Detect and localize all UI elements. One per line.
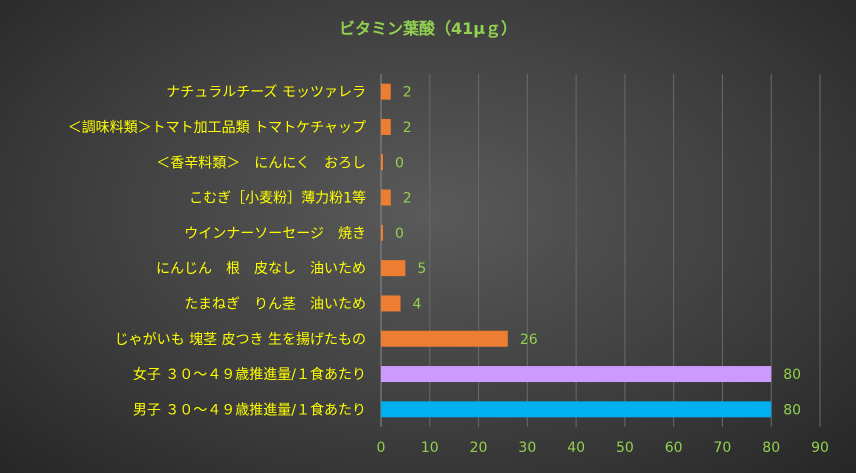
data-label: 5 (417, 261, 426, 277)
category-label: 女子 ３０～４９歳推進量/１食あたり (133, 366, 366, 383)
category-label: ウインナーソーセージ 焼き (184, 226, 366, 242)
x-tick-label: 40 (567, 440, 585, 456)
bar (381, 295, 401, 312)
category-label: 男子 ３０～４９歳推進量/１食あたり (133, 401, 366, 418)
bar (381, 154, 383, 171)
value-labels: 2 2 0 2 0 5 4 26 80 80 (395, 85, 801, 419)
data-label: 0 (395, 226, 404, 242)
data-label: 2 (403, 191, 412, 207)
gridlines (380, 74, 821, 427)
bars (381, 83, 772, 418)
chart-title: ビタミン葉酸（41μｇ） (339, 19, 517, 39)
category-labels: ナチュラルチーズ モッツァレラ ＜調味料類＞トマト加工品類 トマトケチャップ ＜香辛… (68, 85, 366, 419)
data-label: 80 (783, 402, 801, 418)
x-tick-label: 60 (665, 440, 683, 456)
data-label: 4 (413, 296, 422, 312)
x-tick-label: 70 (714, 440, 732, 456)
x-tick-label: 20 (470, 440, 488, 456)
x-tick-label: 0 (377, 440, 386, 456)
x-axis-ticks: 0 10 20 30 40 50 60 70 80 90 (377, 440, 829, 456)
x-tick-label: 80 (762, 440, 780, 456)
bar (381, 224, 383, 241)
x-tick-label: 90 (811, 440, 829, 456)
bar (381, 366, 772, 383)
data-label: 2 (403, 85, 412, 101)
bar (381, 330, 508, 347)
category-label: ＜調味料類＞トマト加工品類 トマトケチャップ (68, 120, 366, 136)
category-label: じゃがいも 塊茎 皮つき 生を揚げたもの (115, 331, 366, 348)
category-label: ナチュラルチーズ モッツァレラ (166, 85, 366, 101)
category-label: にんじん 根 皮なし 油いため (156, 261, 366, 277)
data-label: 80 (783, 367, 801, 383)
data-label: 2 (403, 120, 412, 136)
bar (381, 83, 391, 100)
x-tick-label: 50 (616, 440, 634, 456)
bar (381, 189, 391, 206)
bar (381, 118, 391, 135)
bar (381, 260, 406, 277)
data-label: 26 (520, 332, 538, 348)
x-tick-label: 30 (518, 440, 536, 456)
x-tick-label: 10 (421, 440, 439, 456)
category-label: こむぎ［小麦粉］薄力粉1等 (189, 190, 366, 207)
data-label: 0 (395, 155, 404, 171)
bar (381, 401, 772, 418)
category-label: ＜香辛料類＞ にんにく おろし (156, 155, 366, 171)
category-label: たまねぎ りん茎 油いため (184, 296, 366, 312)
